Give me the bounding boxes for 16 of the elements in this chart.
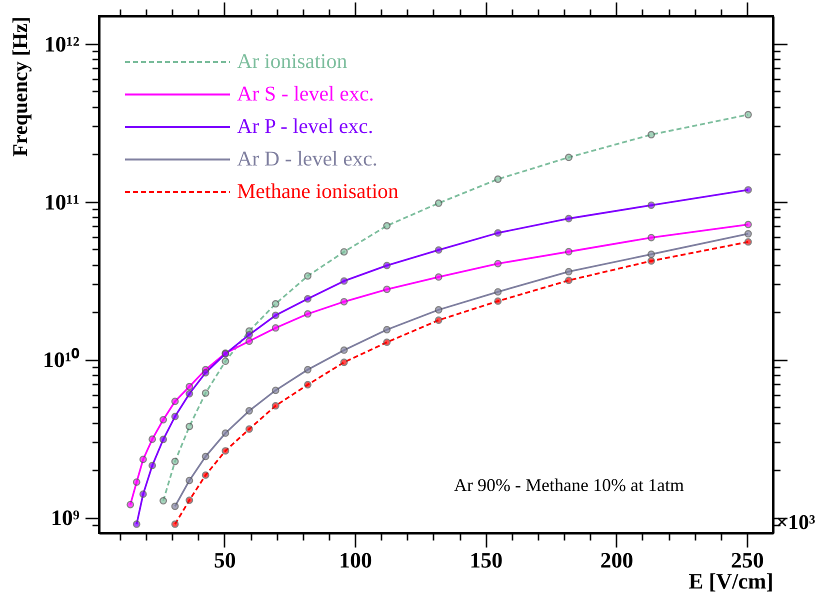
legend-label: Methane ionisation bbox=[237, 179, 400, 203]
legend-label: Ar S - level exc. bbox=[237, 82, 374, 106]
y-tick-label: 10¹² bbox=[44, 31, 80, 56]
x-tick-label: 200 bbox=[600, 548, 634, 572]
annotation: Ar 90% - Methane 10% at 1atm bbox=[454, 475, 684, 495]
y-tick-label: 10¹⁰ bbox=[42, 347, 80, 372]
legend-label: Ar ionisation bbox=[237, 49, 348, 73]
x-tick-label: 50 bbox=[214, 548, 236, 572]
y-tick-label: 10⁹ bbox=[50, 505, 80, 530]
legend-label: Ar D - level exc. bbox=[237, 146, 378, 170]
x-tick-label: 150 bbox=[470, 548, 503, 572]
y-axis-title: Frequency [Hz] bbox=[8, 16, 32, 157]
text: ×10³ bbox=[776, 510, 816, 534]
legend-label: Ar P - level exc. bbox=[237, 114, 374, 138]
x-tick-label: 100 bbox=[339, 548, 372, 572]
y-tick-label: 10¹¹ bbox=[44, 189, 80, 214]
